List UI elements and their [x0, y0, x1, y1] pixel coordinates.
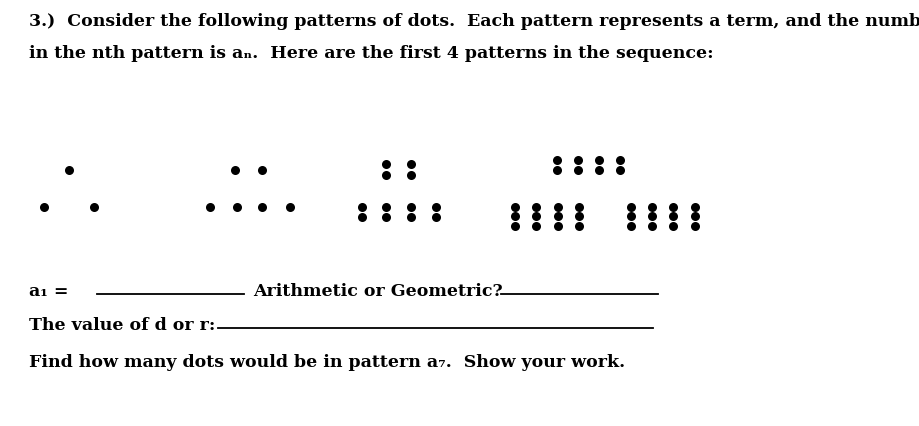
- Text: Arithmetic or Geometric?: Arithmetic or Geometric?: [253, 283, 502, 300]
- Text: The value of d or r:: The value of d or r:: [29, 317, 216, 334]
- Text: Find how many dots would be in pattern a₇.  Show your work.: Find how many dots would be in pattern a…: [29, 354, 625, 371]
- Text: 3.)  Consider the following patterns of dots.  Each pattern represents a term, a: 3.) Consider the following patterns of d…: [29, 13, 919, 30]
- Text: a₁ =: a₁ =: [29, 283, 74, 300]
- Text: in the nth pattern is aₙ.  Here are the first 4 patterns in the sequence:: in the nth pattern is aₙ. Here are the f…: [29, 45, 713, 62]
